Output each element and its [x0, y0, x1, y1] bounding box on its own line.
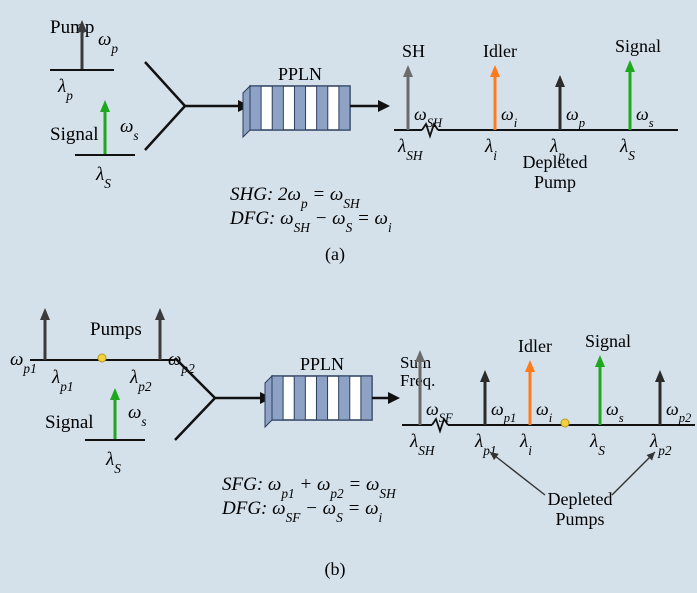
svg-text:ωp2: ωp2	[666, 399, 692, 425]
svg-text:Sum: Sum	[400, 353, 431, 372]
svg-text:Depleted: Depleted	[523, 152, 588, 172]
svg-text:Pump: Pump	[534, 172, 576, 192]
svg-text:Idler: Idler	[518, 336, 552, 356]
diagram-svg: PumpωpλpSignalωsλSPPLNSHωSHλSHIdlerωiλiω…	[0, 0, 697, 593]
svg-text:λS: λS	[619, 136, 635, 163]
svg-text:ωs: ωs	[128, 402, 147, 429]
svg-text:λSH: λSH	[409, 431, 436, 458]
svg-text:ωi: ωi	[501, 104, 518, 130]
svg-text:ωp1: ωp1	[10, 349, 37, 376]
svg-text:Signal: Signal	[615, 36, 661, 56]
svg-text:ωp: ωp	[566, 104, 585, 130]
svg-text:λp1: λp1	[51, 367, 74, 394]
svg-text:Pump: Pump	[50, 17, 94, 38]
svg-text:λp2: λp2	[129, 367, 152, 394]
svg-text:(b): (b)	[325, 559, 346, 580]
svg-text:Signal: Signal	[50, 124, 99, 145]
svg-text:ωi: ωi	[536, 399, 553, 425]
svg-text:ωs: ωs	[120, 116, 139, 143]
svg-text:λSH: λSH	[397, 136, 424, 163]
svg-text:DFG: ωSH − ωS = ωi: DFG: ωSH − ωS = ωi	[229, 208, 392, 235]
svg-text:ωp2: ωp2	[168, 349, 195, 376]
svg-text:SFG: ωp1 + ωp2 = ωSH: SFG: ωp1 + ωp2 = ωSH	[222, 474, 397, 501]
svg-text:DFG: ωSF − ωS = ωi: DFG: ωSF − ωS = ωi	[221, 498, 383, 525]
svg-text:ωSH: ωSH	[414, 104, 443, 130]
svg-text:(a): (a)	[325, 244, 345, 265]
svg-text:λi: λi	[484, 136, 497, 163]
svg-text:Pumps: Pumps	[90, 319, 142, 340]
svg-text:ωs: ωs	[606, 399, 624, 425]
svg-text:Idler: Idler	[483, 41, 517, 61]
svg-text:ωp: ωp	[98, 29, 118, 56]
svg-text:Depleted: Depleted	[548, 489, 613, 509]
svg-text:ωs: ωs	[636, 104, 654, 130]
svg-text:SH: SH	[402, 41, 425, 61]
svg-text:ωp1: ωp1	[491, 399, 516, 425]
svg-text:λS: λS	[589, 431, 605, 458]
svg-text:ωSF: ωSF	[426, 399, 453, 425]
svg-text:λS: λS	[105, 449, 121, 476]
svg-text:Signal: Signal	[45, 412, 94, 433]
svg-text:Pumps: Pumps	[555, 509, 604, 529]
svg-text:λS: λS	[95, 164, 111, 191]
svg-text:Signal: Signal	[585, 331, 631, 351]
svg-text:PPLN: PPLN	[300, 354, 344, 374]
svg-text:PPLN: PPLN	[278, 64, 322, 84]
svg-text:SHG: 2ωp = ωSH: SHG: 2ωp = ωSH	[230, 184, 361, 211]
svg-text:Freq.: Freq.	[400, 371, 435, 390]
svg-text:λp: λp	[57, 76, 73, 103]
svg-text:λi: λi	[519, 431, 532, 458]
